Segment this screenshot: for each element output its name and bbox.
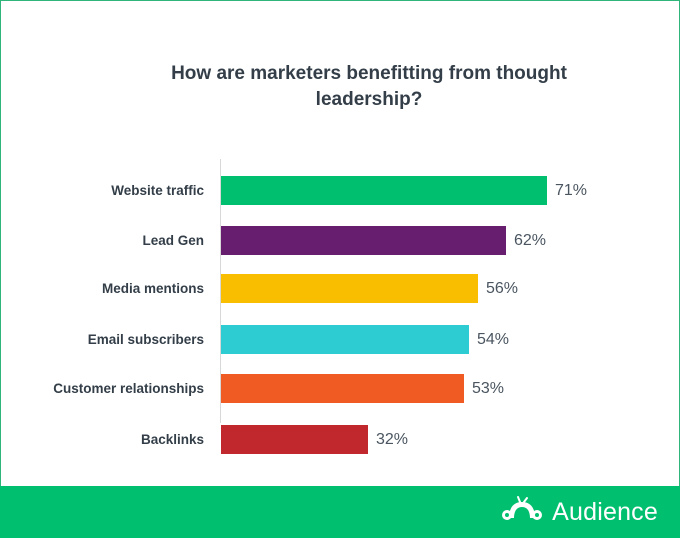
footer-bar: Audience bbox=[0, 486, 680, 538]
category-label: Email subscribers bbox=[87, 332, 204, 347]
bar bbox=[221, 176, 547, 205]
bar-row: Email subscribers 54% bbox=[1, 325, 680, 354]
chart-title-line-1: How are marketers benefitting from thoug… bbox=[171, 63, 567, 84]
bar bbox=[221, 425, 368, 454]
bar bbox=[221, 325, 469, 354]
bar-row: Backlinks 32% bbox=[1, 425, 680, 454]
value-label: 53% bbox=[472, 380, 505, 397]
value-label: 56% bbox=[486, 280, 519, 297]
bar-row: Media mentions 56% bbox=[1, 274, 680, 303]
value-label: 71% bbox=[555, 182, 588, 199]
bar bbox=[221, 374, 464, 403]
value-label: 32% bbox=[376, 431, 409, 448]
category-label: Customer relationships bbox=[53, 381, 204, 396]
y-axis-line bbox=[220, 159, 221, 423]
value-label: 54% bbox=[477, 331, 510, 348]
brand-logo[interactable]: Audience bbox=[500, 495, 658, 529]
category-label: Media mentions bbox=[101, 281, 204, 296]
bar-row: Lead Gen 62% bbox=[1, 226, 680, 255]
chart-title: How are marketers benefitting from thoug… bbox=[101, 61, 637, 113]
chart-frame: How are marketers benefitting from thoug… bbox=[0, 0, 680, 487]
surveymonkey-icon bbox=[500, 495, 544, 529]
value-label: 62% bbox=[514, 232, 547, 249]
bar-row: Customer relationships 53% bbox=[1, 374, 680, 403]
brand-name: Audience bbox=[552, 497, 658, 526]
bar bbox=[221, 274, 478, 303]
category-label: Website traffic bbox=[111, 183, 204, 198]
bar-row: Website traffic 71% bbox=[1, 176, 680, 205]
category-label: Backlinks bbox=[140, 432, 204, 447]
bar bbox=[221, 226, 506, 255]
category-label: Lead Gen bbox=[142, 233, 204, 248]
chart-title-line-2: leadership? bbox=[315, 89, 423, 110]
